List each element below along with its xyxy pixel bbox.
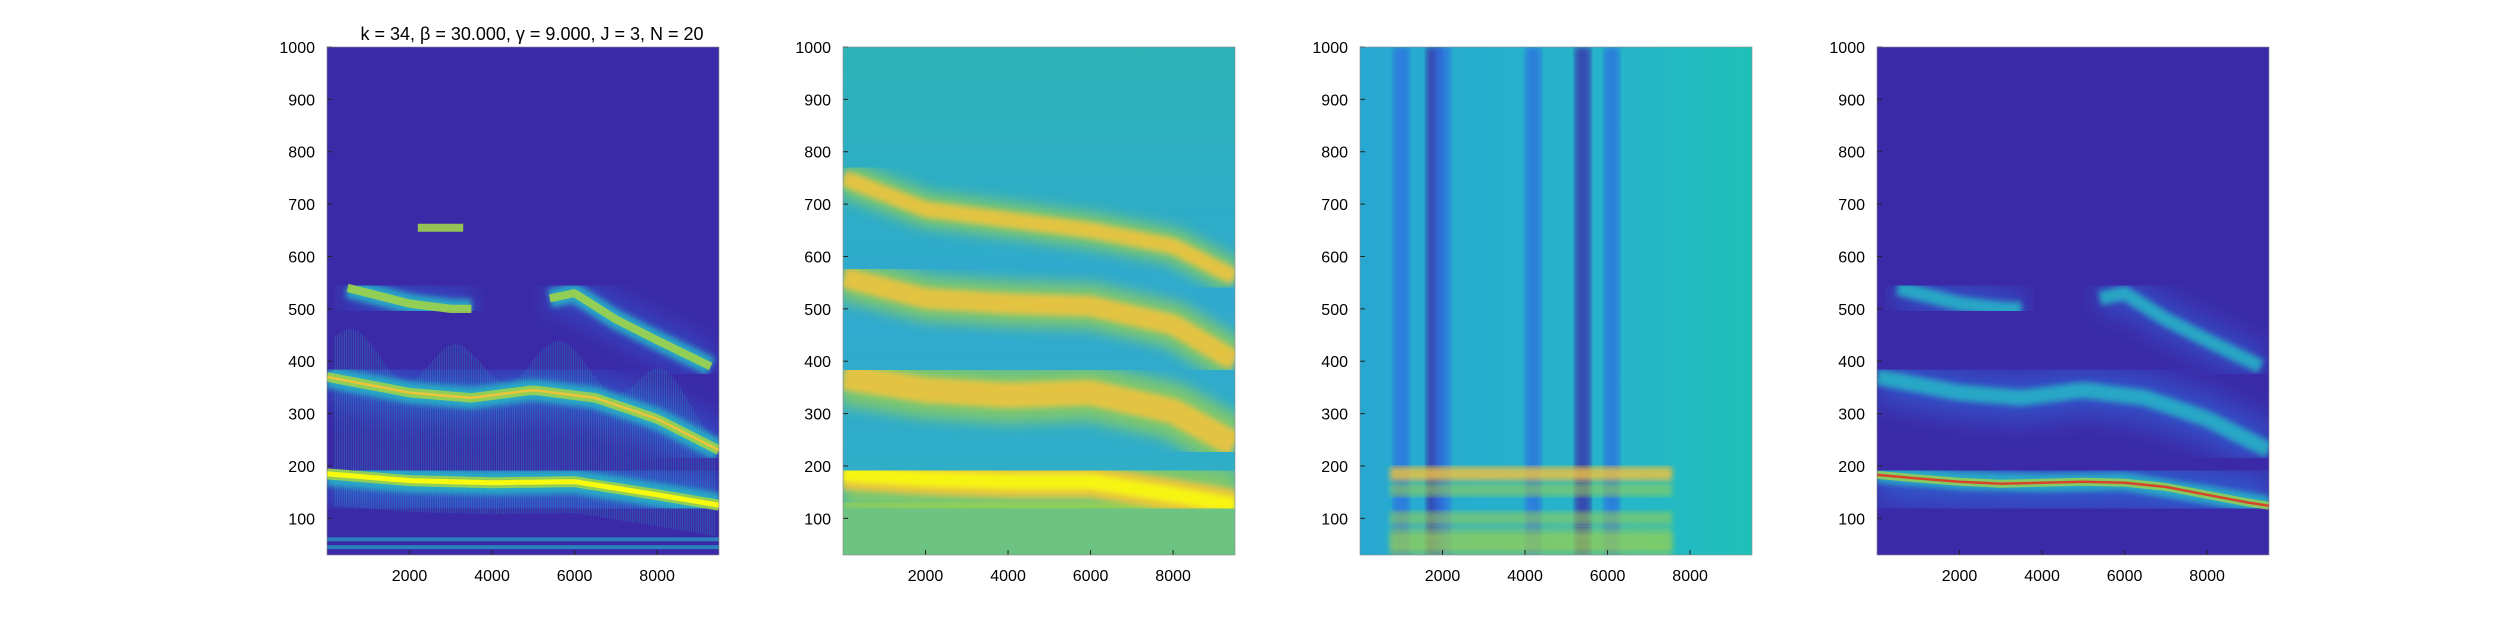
x-tick-label: 6000 [1073,568,1109,585]
y-tick-label: 1000 [1312,40,1348,57]
y-tick-label: 100 [804,511,831,528]
ridge-core [327,471,719,508]
y-tick-label: 500 [1321,302,1348,319]
axes-box [842,46,1236,556]
ridge [548,289,713,371]
y-tick-label: 700 [1321,197,1348,214]
y-tick-label: 400 [1838,354,1865,371]
y-tick-label: 200 [1838,459,1865,476]
panel-2: 100 200 300 400 500 600 700 800 900 1000 2000 4000 6… [795,40,1236,585]
y-tick-label: 600 [1838,249,1865,266]
y-tick-label: 300 [288,407,315,424]
y-tick-label: 200 [804,459,831,476]
y-tick-label: 600 [288,249,315,266]
dark-column [1603,47,1620,555]
y-tick-label: 400 [804,354,831,371]
y-tick-label: 100 [1321,511,1348,528]
y-tick-label: 600 [804,249,831,266]
x-tick-label: 8000 [1672,568,1708,585]
y-tick-label: 200 [288,459,315,476]
x-tick-label: 6000 [557,568,593,585]
band [843,364,1235,457]
axes-box [1359,46,1753,556]
y-tick-label: 900 [1321,92,1348,109]
dark-column [1434,47,1451,555]
ridge [1877,369,2269,458]
x-tick-label: 2000 [1425,568,1461,585]
y-tick-label: 900 [288,92,315,109]
y-tick-label: 500 [804,302,831,319]
axes-box [1876,46,2270,556]
x-tick-label: 8000 [1155,568,1191,585]
band-core [843,465,1235,514]
bright-row [1390,542,1673,555]
y-tick-label: 100 [1838,511,1865,528]
y-tick-label: 600 [1321,249,1348,266]
panel-1: 100 200 300 400 500 600 700 800 900 1000 2000 4000 6… [279,40,720,585]
x-tick-label: 8000 [2189,568,2225,585]
x-tick-label: 4000 [990,568,1026,585]
y-tick-label: 500 [1838,302,1865,319]
y-tick-label: 100 [288,511,315,528]
figure-title: k = 34, β = 30.000, γ = 9.000, J = 3, N … [360,24,703,44]
x-tick-label: 4000 [474,568,510,585]
y-tick-label: 400 [1321,354,1348,371]
y-tick-label: 400 [288,354,315,371]
x-tick-label: 6000 [1590,568,1626,585]
ridge [1895,280,2022,317]
y-tick-label: 500 [288,302,315,319]
dark-column [1393,47,1410,555]
y-tick-label: 800 [1838,145,1865,162]
y-tick-label: 900 [1838,92,1865,109]
extracted-curve [1877,473,2269,508]
y-tick-label: 700 [1838,197,1865,214]
ridge [346,283,472,314]
ridge-core [327,375,719,452]
y-tick-label: 300 [804,407,831,424]
y-tick-label: 900 [804,92,831,109]
dark-column [1574,47,1591,555]
y-tick-label: 700 [288,197,315,214]
axes-box [326,46,720,556]
bright-row [1390,482,1673,497]
y-tick-label: 200 [1321,459,1348,476]
y-tick-label: 800 [288,145,315,162]
y-tick-label: 1000 [1829,40,1865,57]
y-tick-label: 800 [804,145,831,162]
panels: 100 200 300 400 500 600 700 800 900 1000 2000 4000 6… [279,40,2270,585]
x-tick-label: 2000 [908,568,944,585]
ridge [2098,286,2264,373]
x-tick-label: 4000 [2024,568,2060,585]
y-tick-label: 800 [1321,145,1348,162]
y-tick-label: 1000 [279,40,315,57]
x-tick-label: 2000 [1942,568,1978,585]
y-tick-label: 300 [1321,407,1348,424]
x-tick-label: 8000 [639,568,675,585]
x-tick-label: 4000 [1507,568,1543,585]
y-tick-label: 1000 [795,40,831,57]
x-tick-label: 6000 [2107,568,2143,585]
dark-column [1525,47,1542,555]
bright-row [1390,511,1673,526]
band [843,267,1235,371]
band [843,170,1235,285]
x-tick-label: 2000 [392,568,428,585]
panel-3: 100 200 300 400 500 600 700 800 900 1000 2000 4000 6… [1312,40,1753,585]
panel-4: 100 200 300 400 500 600 700 800 900 1000 2000 4000 6… [1829,40,2270,585]
y-tick-label: 700 [804,197,831,214]
bright-row [1390,466,1673,481]
y-tick-label: 300 [1838,407,1865,424]
